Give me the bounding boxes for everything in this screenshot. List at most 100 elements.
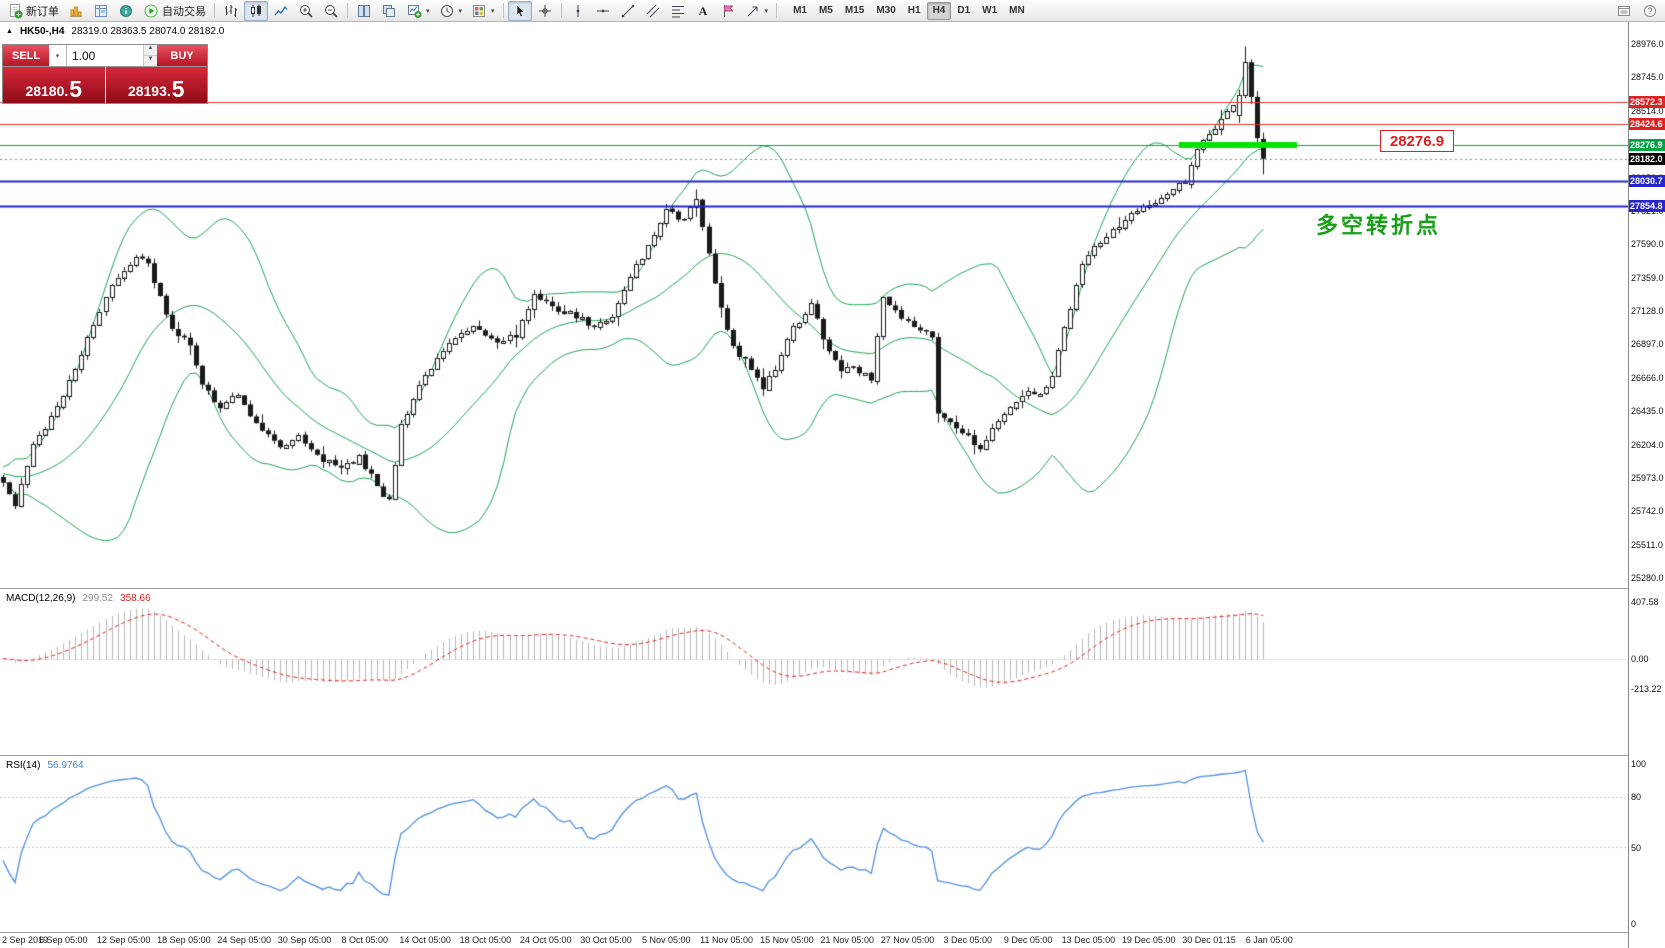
caret-down-icon: ▾ [426,7,430,15]
timeframe-w1-button[interactable]: W1 [982,5,998,16]
rsi-axis-tick: 50 [1631,842,1642,853]
timeframe-mn-button[interactable]: MN [1009,5,1025,16]
time-axis-label: 19 Dec 05:00 [1121,935,1176,945]
price-axis-tick: 25742.0 [1631,506,1664,517]
timeframe-m5-button[interactable]: M5 [818,5,833,16]
line-chart-button[interactable] [269,1,293,21]
time-axis-label: 3 Dec 05:00 [943,935,993,945]
rsi-name: RSI(14) [6,760,41,771]
doc-new-icon [7,3,23,19]
volume-down-button[interactable]: ▼ [144,56,157,66]
trendline-button[interactable] [616,1,640,21]
timeframe-m30-button[interactable]: M30 [876,5,896,16]
volume-box: ▲ ▼ [67,45,157,66]
price-axis[interactable]: 28976.028745.028514.028283.028052.027821… [1628,22,1665,948]
time-axis-label: 24 Oct 05:00 [519,935,572,945]
rsi-panel-canvas[interactable] [0,756,1628,932]
vertical-line-button[interactable] [566,1,590,21]
time-axis-label: 21 Nov 05:00 [820,935,874,945]
text-label-button[interactable] [716,1,740,21]
order-options-dropdown[interactable]: ▾ [49,45,67,66]
time-axis-label: 18 Sep 05:00 [157,935,211,945]
bars-icon [223,3,239,19]
time-axis-label: 12 Sep 05:00 [96,935,151,945]
price-line-label: 28030.7 [1629,174,1665,187]
buy-price-big-digit: 5 [171,76,185,102]
template-dropdown-button[interactable]: ▾ [467,1,499,21]
data-window-button[interactable] [114,1,138,21]
channel-icon [645,3,661,19]
timeframe-h1-button[interactable]: H1 [907,5,921,16]
window-list-button[interactable] [1612,1,1636,21]
time-axis-label: 8 Oct 05:00 [341,935,389,945]
autotrade-icon [143,3,159,19]
crosshair-button[interactable] [533,1,557,21]
buy-price-button[interactable]: 28193. 5 [105,67,207,103]
timeframe-m15-button[interactable]: M15 [844,5,865,16]
caret-down-icon: ▾ [458,7,463,15]
auto-trading-button[interactable]: 自动交易 [139,1,210,21]
price-axis-tick: 28514.0 [1631,105,1664,116]
sell-price-button[interactable]: 28180. 5 [3,67,105,103]
new-chart-button[interactable]: ▾ [402,1,434,21]
buy-button[interactable]: BUY [157,45,207,66]
template-icon [471,3,487,19]
time-axis-label: 9 Dec 05:00 [1003,935,1053,945]
rsi-panel-separator[interactable] [0,755,1665,756]
one-click-trading-panel: SELL ▾ ▲ ▼ BUY 28180. 5 28193. [2,44,208,104]
help-button[interactable]: ? [1638,1,1662,21]
new-order-button[interactable]: 新订单 [3,1,63,21]
equidistant-channel-button[interactable] [641,1,665,21]
text-button[interactable]: A [691,1,715,21]
timeframe-d1-button[interactable]: D1 [957,5,971,16]
zoom-out-icon [323,3,339,19]
price-line-label: 27854.8 [1629,200,1665,213]
price-axis-tick: 25511.0 [1631,539,1663,550]
fibonacci-button[interactable] [666,1,690,21]
tile-windows-button[interactable] [352,1,376,21]
volume-input[interactable] [67,45,143,66]
macd-axis-tick: 0.00 [1631,654,1649,664]
caret-down-icon: ▾ [764,7,769,15]
cursor-button[interactable] [507,0,532,21]
timeframe-m1-button[interactable]: M1 [793,5,807,16]
macd-panel-canvas[interactable] [0,589,1628,755]
time-axis[interactable]: 2 Sep 2019 6 Sep 05:00 12 Sep 05:00 18 Sep … [0,933,1628,948]
macd-signal-value: 358.66 [120,593,151,604]
sell-price-big-digit: 5 [69,76,83,102]
price-line-label: 28572.3 [1629,96,1665,109]
profiles-button[interactable] [64,1,88,21]
toolbar-right-group: ? [1612,1,1662,21]
time-axis-label: 24 Sep 05:00 [217,935,271,945]
cascade-windows-button[interactable] [377,1,401,21]
price-axis-tick: 26897.0 [1631,339,1664,350]
zoom-out-button[interactable] [319,1,343,21]
time-axis-label: 18 Oct 05:00 [459,935,512,945]
market-watch-button[interactable] [89,1,113,21]
market-watch-icon [93,3,109,19]
bar-chart-button[interactable] [219,1,243,21]
toolbar-separator [502,3,504,18]
arrows-shapes-button[interactable]: ▾ [741,1,773,21]
zoom-in-button[interactable] [294,1,318,21]
sell-button[interactable]: SELL [3,45,49,66]
price-chart-canvas[interactable] [0,22,1628,588]
price-axis-tick: 27128.0 [1631,306,1664,317]
tile-icon [356,3,372,19]
period-dropdown-button[interactable]: ▾ [435,1,467,21]
macd-panel-separator[interactable] [0,588,1665,589]
chart-title-bar: ▲ HK50-,H4 28319.0 28363.5 28074.0 28182… [6,26,224,37]
timeframe-h4-button[interactable]: H4 [926,1,952,20]
buy-price: 28193. [127,83,171,99]
price-annotation-label[interactable]: 28276.9 [1380,130,1454,152]
horizontal-line-button[interactable] [591,1,615,21]
candlestick-chart-button[interactable] [244,0,268,21]
volume-up-button[interactable]: ▲ [144,45,157,56]
price-line-label: 28424.6 [1629,117,1665,130]
toolbar-separator [347,3,348,18]
time-axis-label: 14 Oct 05:00 [399,935,451,945]
vline-icon [570,3,586,19]
chart-symbol-period: HK50-,H4 [19,26,65,37]
turning-point-annotation[interactable]: 多空转折点 [1316,213,1442,238]
